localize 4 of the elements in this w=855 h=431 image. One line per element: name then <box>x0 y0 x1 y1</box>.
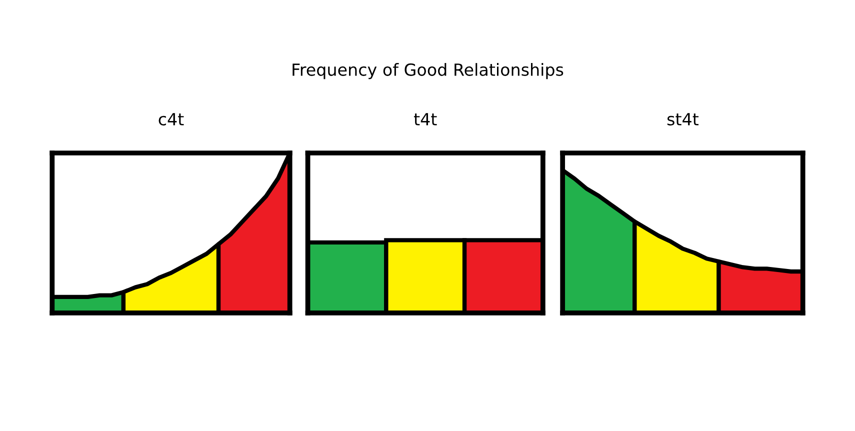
chart-subtitle: st4t <box>667 113 698 126</box>
text: Frequency of Good Relationships <box>292 63 564 80</box>
chart-subtitle: c4t <box>158 113 184 126</box>
chart-subtitle: t4t <box>414 113 437 126</box>
